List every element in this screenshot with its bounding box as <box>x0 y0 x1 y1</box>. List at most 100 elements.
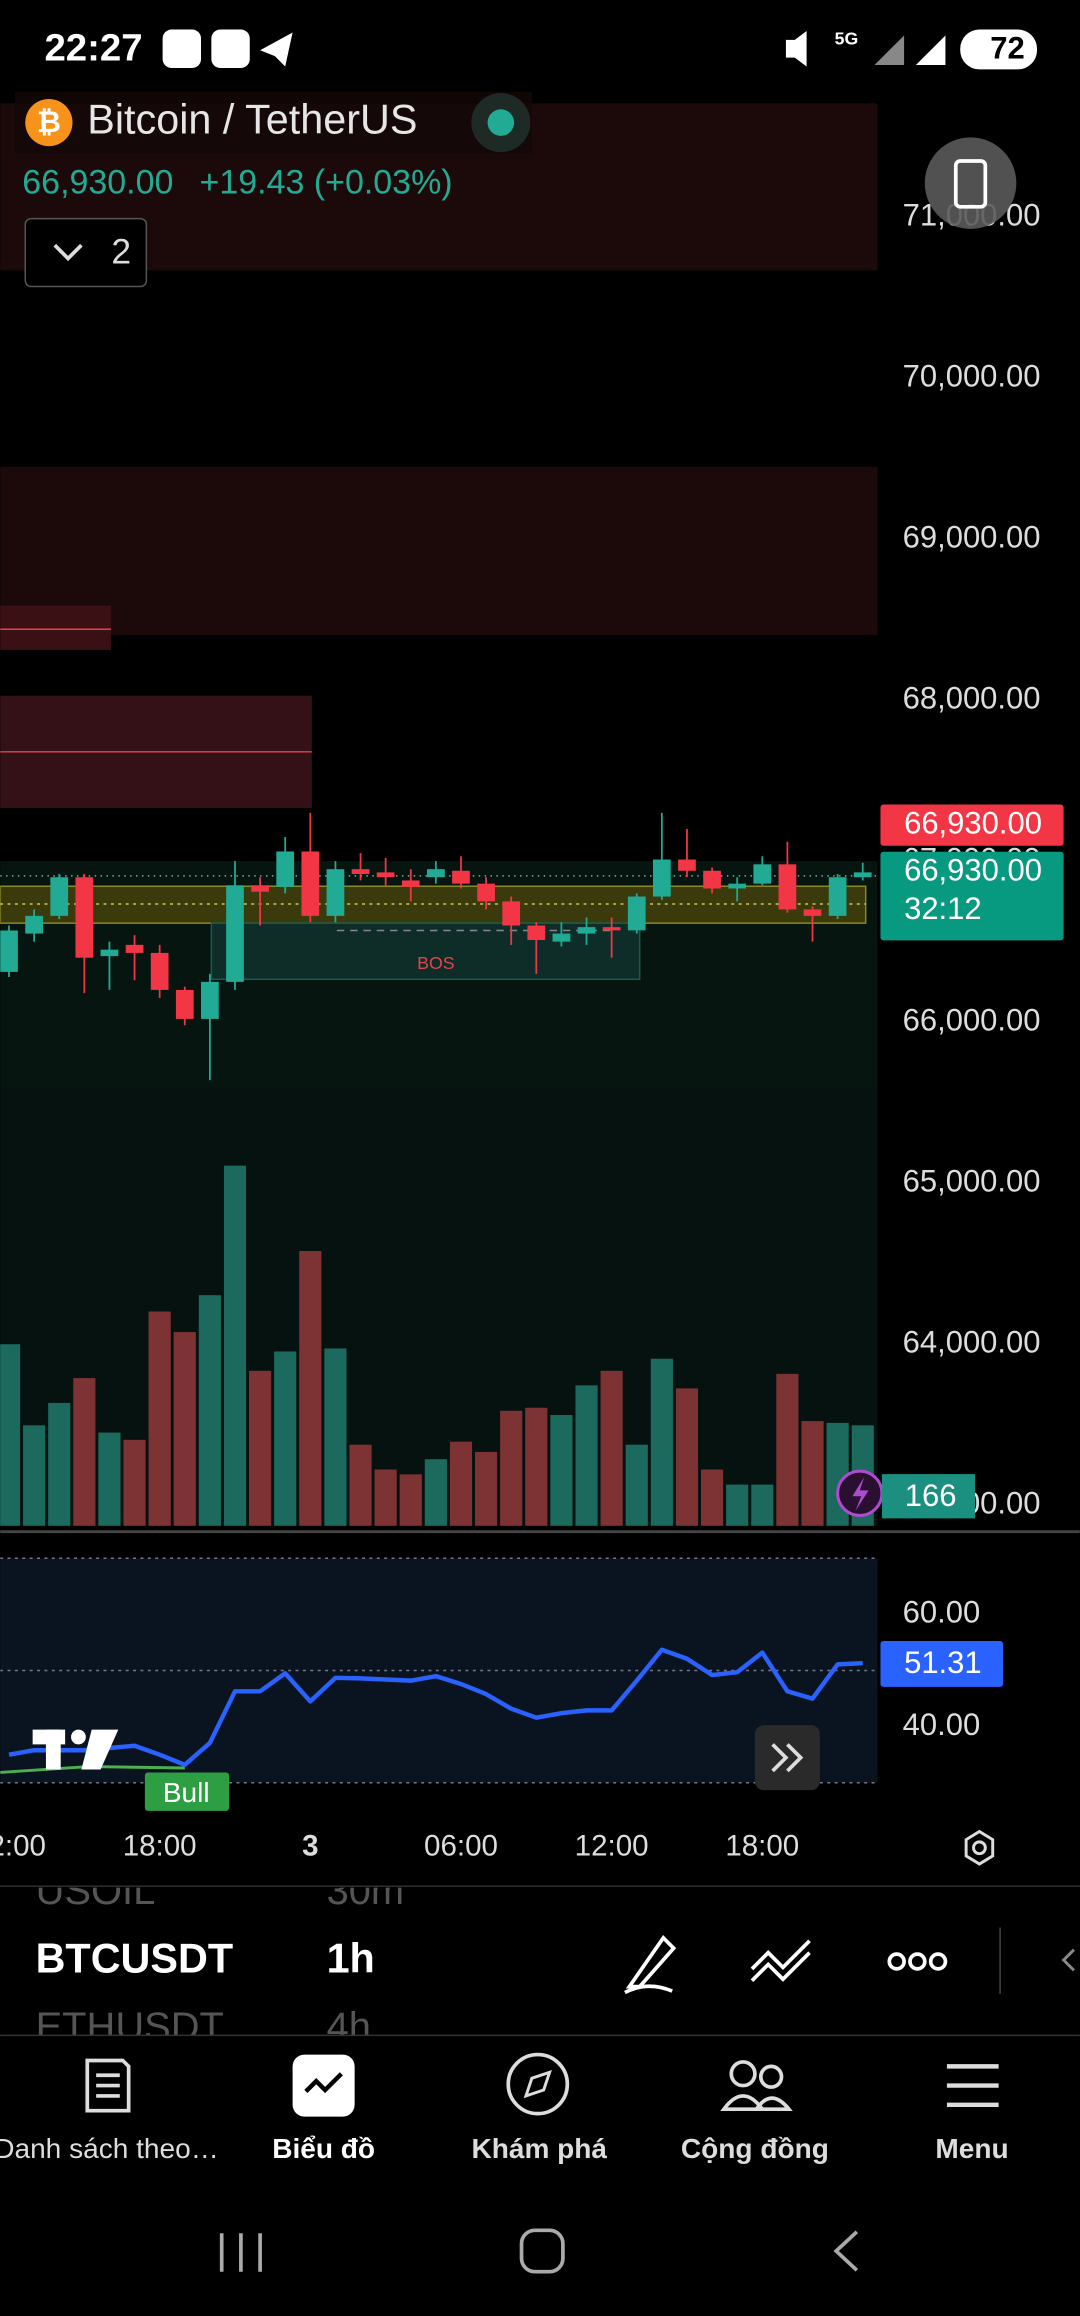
volume-bar <box>600 1370 623 1526</box>
nav-glyph <box>720 2094 793 2112</box>
y-tick-label: 70,000.00 <box>903 358 1041 393</box>
rsi-label: 51.31 <box>904 1645 982 1680</box>
volume-bar <box>650 1358 673 1526</box>
bos-zone <box>210 922 641 981</box>
candle-body <box>50 877 69 916</box>
trend-tool[interactable] <box>750 1939 811 1983</box>
price-label: 66,930.00 <box>904 853 1042 888</box>
candle-body <box>602 927 621 931</box>
candle-body <box>226 885 244 982</box>
volume-bar <box>0 1344 21 1526</box>
bos-label: BOS <box>417 953 454 973</box>
more-tool[interactable] <box>887 1952 948 1971</box>
volume-bar <box>98 1432 121 1526</box>
volume-badge <box>881 1474 975 1519</box>
y-tick-label: 66,000.00 <box>903 1002 1041 1037</box>
y-tick-label: 40.00 <box>903 1707 981 1742</box>
volume-zone <box>0 1088 878 1526</box>
volume-bar <box>801 1421 824 1526</box>
candle-body <box>125 944 144 953</box>
watch-interval: 4h <box>327 2005 371 2049</box>
nav-label[interactable]: Cộng đồng <box>681 2133 829 2164</box>
home[interactable] <box>519 2228 565 2274</box>
volume-bar <box>525 1407 548 1526</box>
rsi-line <box>8 1647 863 1768</box>
volume-bar <box>48 1402 71 1526</box>
candle-body <box>828 877 847 916</box>
candle-body <box>502 901 521 926</box>
indicator-toggle[interactable] <box>24 217 148 288</box>
device-button[interactable] <box>924 137 1017 229</box>
candle-body <box>75 877 94 958</box>
chevron <box>53 243 83 262</box>
dot <box>928 1952 948 1971</box>
battery-level: 72 <box>990 30 1024 65</box>
candle-body <box>803 909 822 916</box>
x-tick-label: 12:00 <box>575 1830 649 1863</box>
volume-bar <box>223 1165 247 1526</box>
nav-label[interactable]: Biểu đồ <box>272 2133 375 2164</box>
collapse[interactable] <box>1061 1948 1075 1972</box>
draw-tool[interactable] <box>624 1935 677 1995</box>
candle-body <box>25 915 43 934</box>
x-tick-label: 12:00 <box>0 1830 46 1863</box>
volume-bar <box>500 1410 523 1526</box>
header-price: 66,930.00 <box>22 164 173 202</box>
volume-bar <box>675 1388 699 1526</box>
volume-bar <box>449 1441 473 1526</box>
candle-body <box>627 896 646 931</box>
nav-icon <box>729 2060 757 2088</box>
range-zone <box>0 885 867 924</box>
indicator-count: 2 <box>111 231 131 271</box>
bull-badge <box>144 1772 230 1811</box>
candle-body <box>0 930 18 972</box>
volume-bar <box>475 1451 498 1526</box>
app-icon <box>260 32 293 67</box>
volume-bar <box>148 1311 171 1526</box>
recent-apps[interactable] <box>219 2233 262 2272</box>
candle-body <box>728 883 747 889</box>
candle-body <box>678 859 696 871</box>
y-tick-label: 65,000.00 <box>903 1163 1041 1198</box>
app-icon <box>211 29 250 68</box>
candle-body <box>527 925 546 941</box>
bull-label: Bull <box>163 1777 210 1808</box>
volume-bar <box>249 1370 272 1526</box>
y-tick-label: 60.00 <box>903 1595 981 1630</box>
settings-dot <box>972 1840 987 1856</box>
watchlist: USOIL 30m BTCUSDT 1h ETHUSDT 4h <box>36 1869 405 2049</box>
back[interactable] <box>833 2230 859 2272</box>
nav-label[interactable]: Khám phá <box>471 2133 607 2164</box>
app-icon <box>162 29 202 68</box>
nav-label[interactable]: Menu <box>935 2133 1008 2164</box>
price-label: 66,930.00 <box>904 805 1042 840</box>
candle-body <box>427 869 445 878</box>
symbol-bg <box>14 91 532 154</box>
dot <box>887 1952 906 1971</box>
network: 5G <box>835 29 859 49</box>
volume-bar <box>550 1415 573 1526</box>
countdown: 32:12 <box>904 891 982 926</box>
x-tick-label: 3 <box>302 1830 318 1863</box>
price-badge <box>880 804 1064 846</box>
y-tick-label: 69,000.00 <box>903 519 1041 554</box>
nav-glyph <box>304 2072 343 2094</box>
volume-bar <box>349 1444 372 1526</box>
rsi-badge <box>880 1641 1004 1687</box>
dot <box>908 1952 927 1971</box>
candle-body <box>753 864 772 884</box>
symbol[interactable]: Bitcoin / TetherUS <box>87 97 417 143</box>
volume-bar <box>374 1469 397 1526</box>
watch-symbol[interactable]: BTCUSDT <box>36 1935 234 1981</box>
coin-icon <box>25 98 73 147</box>
settings-icon[interactable] <box>964 1829 995 1866</box>
watch-symbol[interactable]: ETHUSDT <box>36 2005 224 2049</box>
watch-symbol[interactable]: USOIL <box>36 1869 156 1913</box>
volume-bar <box>776 1373 799 1526</box>
nav-label[interactable]: Danh sách theo… <box>0 2133 219 2164</box>
nav-icon <box>758 2064 784 2089</box>
volume-label: 166 <box>905 1478 957 1513</box>
y-tick-label: 68,000.00 <box>903 680 1041 715</box>
plot <box>0 812 874 1768</box>
